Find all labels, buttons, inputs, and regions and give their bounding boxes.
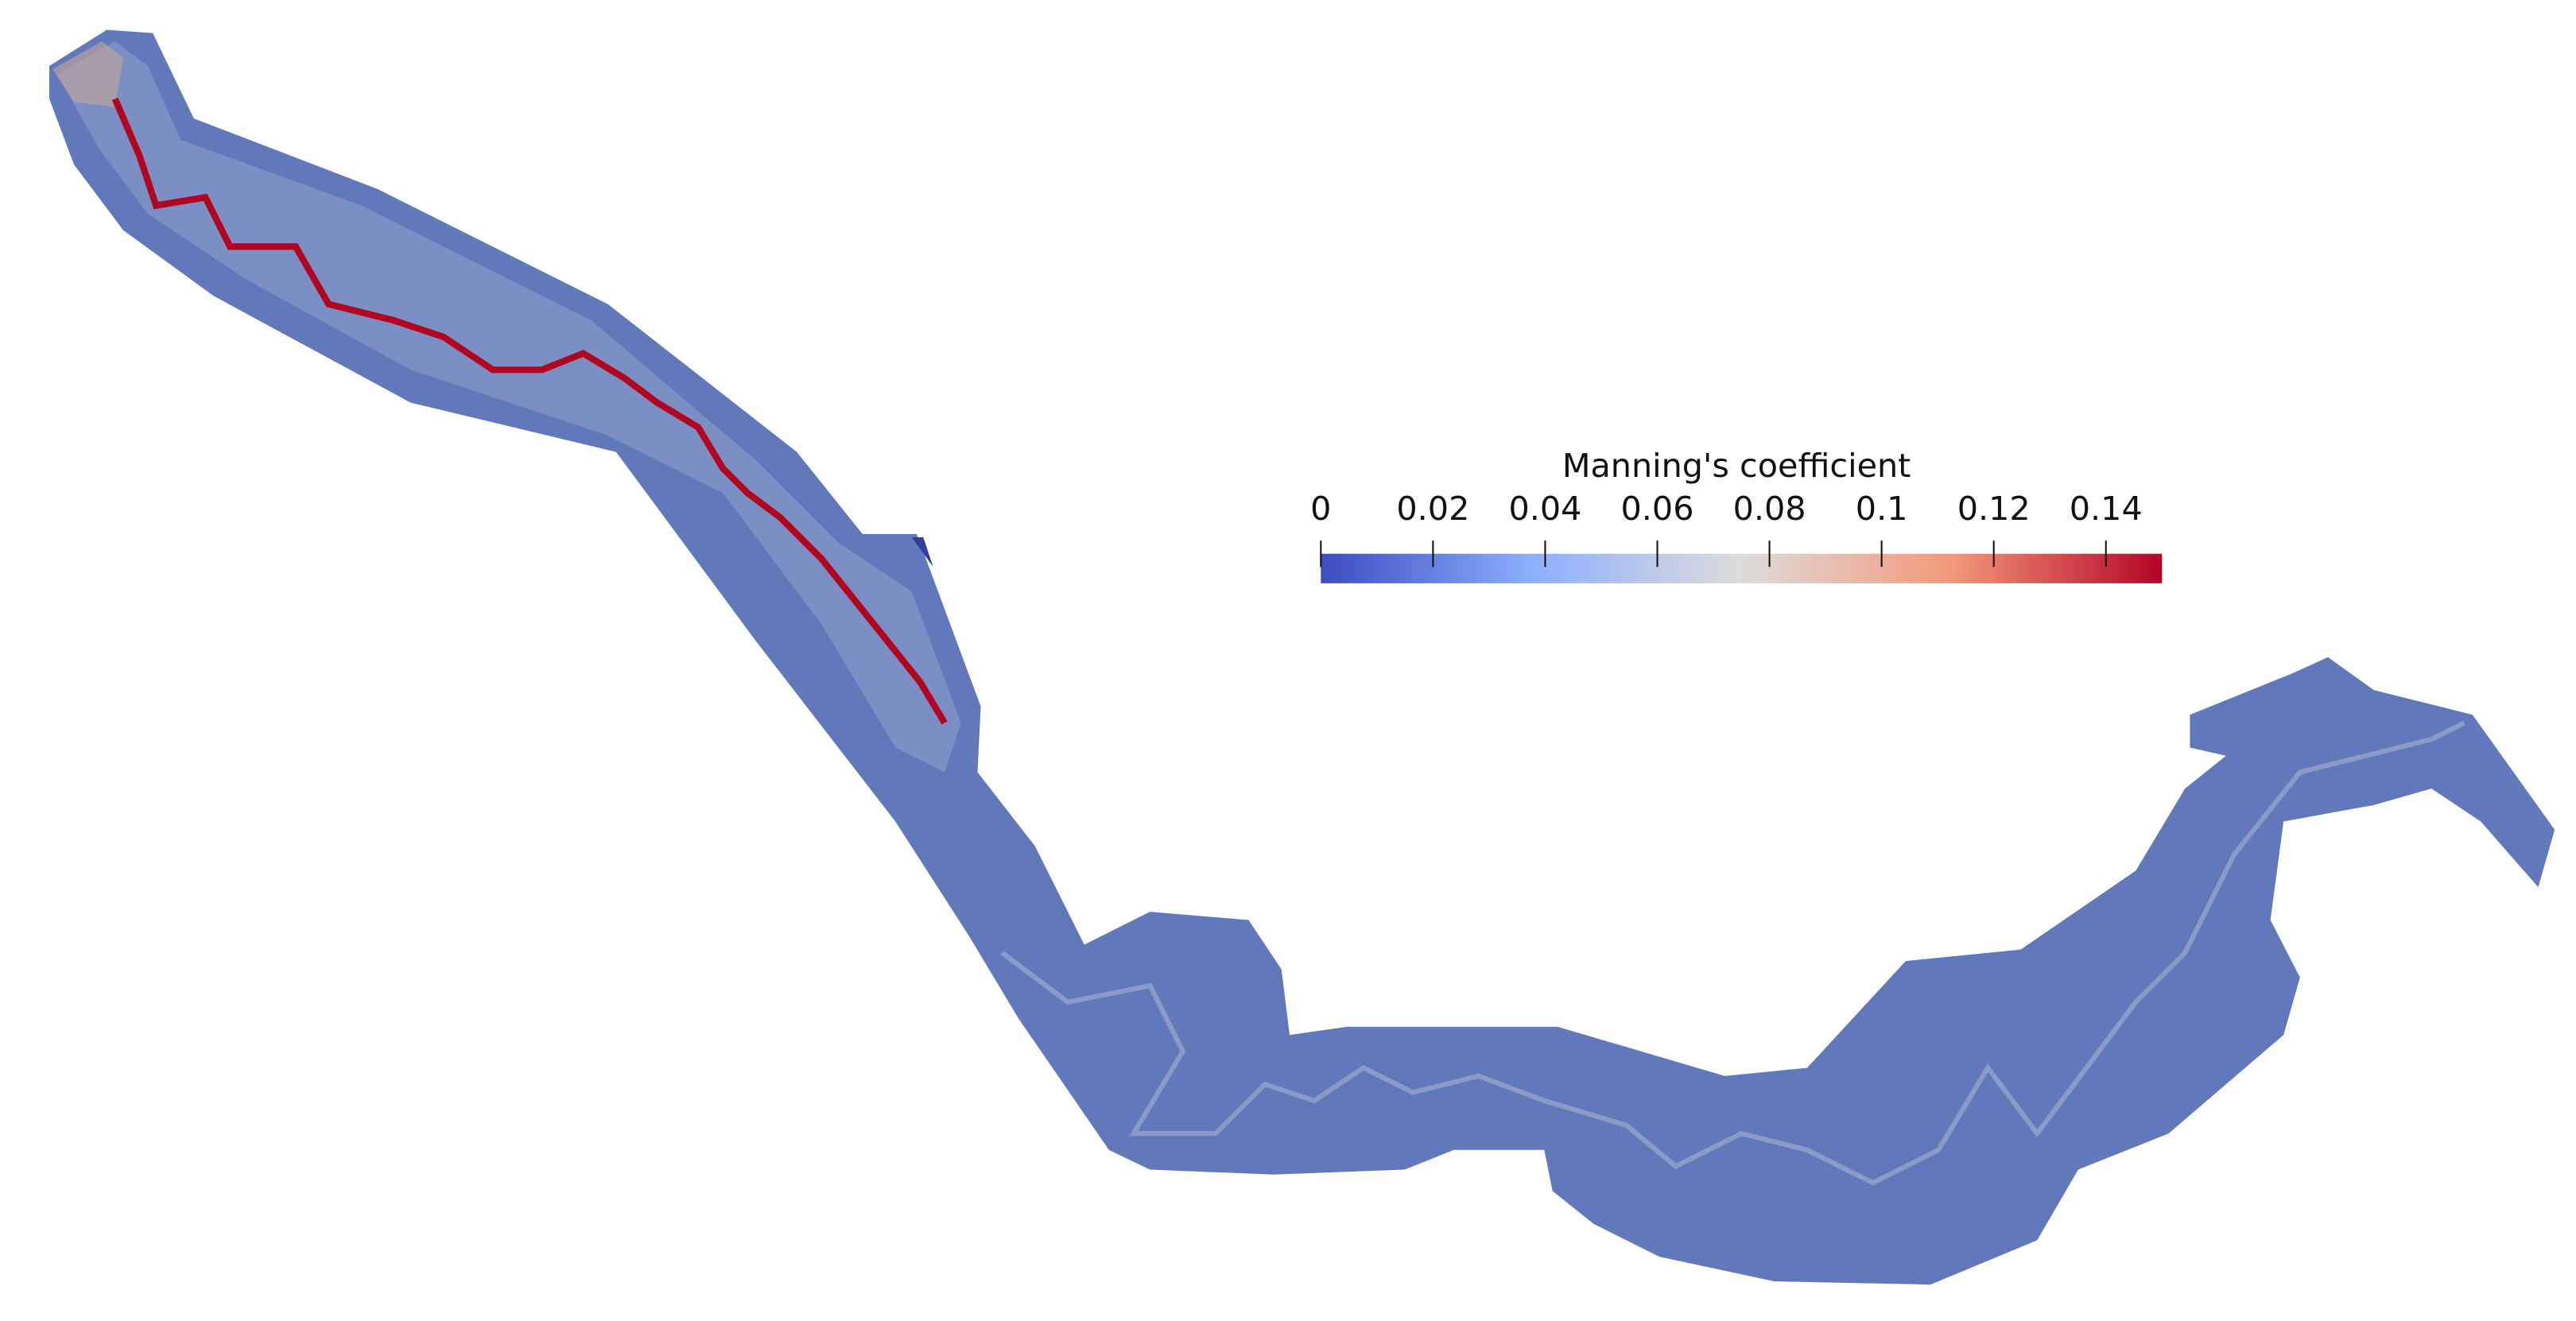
floodplain — [57, 41, 961, 773]
river-mesh — [48, 29, 2555, 1285]
channel — [1000, 720, 2465, 1186]
tick-label: 0.14 — [2070, 490, 2143, 528]
color-bar — [1321, 553, 2163, 583]
legend-title: Manning's coefficient — [1562, 447, 1911, 485]
channel — [111, 97, 948, 725]
color-legend: Manning's coefficient 0 0.02 0.04 0.06 0.08 0… — [1310, 447, 2163, 583]
boundary-cell — [911, 537, 933, 568]
floodplain — [52, 41, 123, 107]
tick-label: 0 — [1310, 490, 1331, 528]
tick-label: 0.02 — [1396, 490, 1469, 528]
tick-label: 0.08 — [1733, 490, 1806, 528]
tick-label: 0.06 — [1621, 490, 1694, 528]
tick-label: 0.1 — [1856, 490, 1908, 528]
tick-label: 0.12 — [1957, 490, 2031, 528]
domain-outline — [48, 29, 2555, 1285]
tick-label: 0.04 — [1508, 490, 1581, 528]
